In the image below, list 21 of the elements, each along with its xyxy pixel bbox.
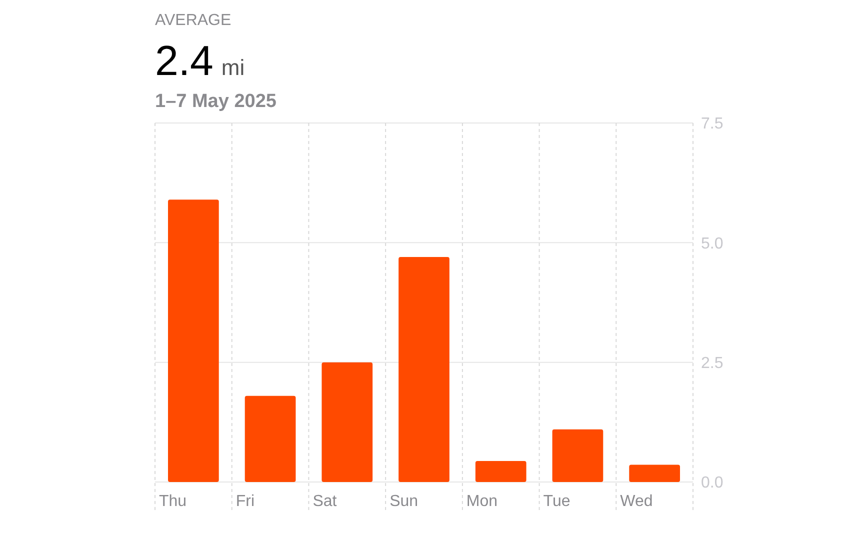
x-tick-label: Mon <box>466 493 498 510</box>
y-tick-label: 5.0 <box>701 235 724 252</box>
x-tick-label: Wed <box>620 493 653 510</box>
bar <box>168 200 219 482</box>
chart-subtitle: 1–7 May 2025 <box>155 91 277 112</box>
y-tick-label: 7.5 <box>701 116 724 133</box>
x-tick-label: Sun <box>390 493 418 510</box>
y-tick-label: 0.0 <box>701 474 724 492</box>
x-tick-label: Sat <box>312 493 338 510</box>
text: 2.4 mi <box>155 37 245 84</box>
chart-title: AVERAGE <box>155 12 232 29</box>
x-tick-label: Tue <box>543 493 570 510</box>
bar <box>629 464 680 482</box>
bar <box>322 362 373 482</box>
bar <box>398 257 450 482</box>
x-tick-label: Fri <box>236 493 255 510</box>
bar <box>244 396 296 482</box>
y-tick-label: 2.5 <box>701 354 724 372</box>
bar <box>552 429 604 482</box>
bar <box>475 460 526 482</box>
x-tick-label: Thu <box>159 493 187 510</box>
